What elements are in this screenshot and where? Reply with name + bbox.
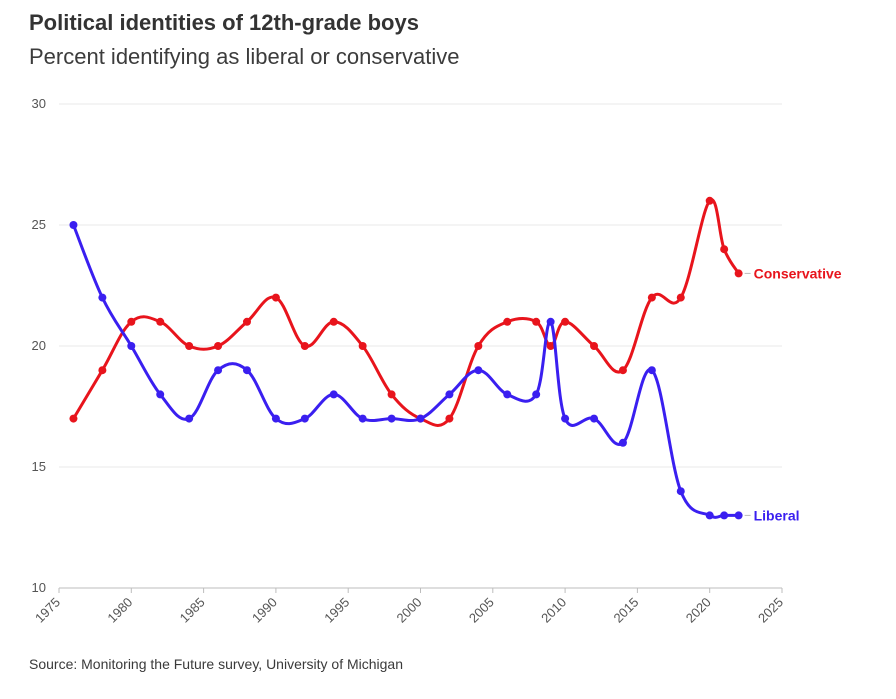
liberal-data-point bbox=[647, 366, 656, 375]
x-tick-label: 1980 bbox=[104, 595, 135, 626]
y-tick-label: 25 bbox=[32, 217, 46, 232]
liberal-data-point bbox=[618, 438, 627, 447]
conservative-data-point bbox=[503, 317, 512, 326]
x-tick-label: 1995 bbox=[321, 595, 352, 626]
liberal-data-point bbox=[503, 390, 512, 399]
conservative-data-point bbox=[358, 342, 367, 350]
liberal-data-point bbox=[676, 487, 685, 496]
chart-subtitle: Percent identifying as liberal or conser… bbox=[29, 44, 460, 69]
liberal-data-point bbox=[98, 293, 107, 302]
x-tick-label: 2025 bbox=[755, 595, 786, 626]
liberal-data-point bbox=[474, 366, 483, 375]
liberal-data-point bbox=[358, 414, 367, 423]
conservative-data-point bbox=[127, 317, 136, 326]
y-tick-label: 10 bbox=[32, 580, 46, 595]
conservative-data-point bbox=[590, 342, 599, 350]
y-tick-label: 15 bbox=[32, 459, 46, 474]
liberal-data-point bbox=[271, 414, 280, 423]
liberal-data-point bbox=[590, 414, 599, 423]
y-tick-label: 20 bbox=[32, 338, 46, 353]
liberal-data-point bbox=[69, 221, 78, 229]
conservative-data-point bbox=[618, 366, 627, 375]
liberal-data-point bbox=[214, 366, 223, 375]
conservative-data-point bbox=[546, 342, 555, 350]
conservative-data-point bbox=[474, 342, 483, 350]
x-tick-label: 1990 bbox=[249, 595, 280, 626]
conservative-data-point bbox=[532, 317, 541, 326]
conservative-data-point bbox=[214, 342, 223, 350]
liberal-data-point bbox=[242, 366, 251, 375]
conservative-data-point bbox=[445, 414, 454, 423]
conservative-data-point bbox=[242, 317, 251, 326]
conservative-data-point bbox=[69, 414, 78, 423]
liberal-data-point bbox=[445, 390, 454, 399]
conservative-data-point bbox=[387, 390, 396, 399]
conservative-data-point bbox=[720, 245, 729, 254]
conservative-series-label: Conservative bbox=[754, 265, 842, 281]
conservative-data-point bbox=[185, 342, 194, 350]
chart-title: Political identities of 12th-grade boys bbox=[29, 10, 419, 35]
liberal-data-point bbox=[546, 317, 555, 326]
conservative-data-point bbox=[705, 196, 714, 205]
conservative-data-point bbox=[647, 293, 656, 302]
liberal-data-point bbox=[300, 414, 309, 423]
liberal-data-point bbox=[329, 390, 338, 399]
x-tick-label: 2000 bbox=[394, 595, 425, 626]
conservative-data-point bbox=[329, 317, 338, 326]
x-tick-label: 2020 bbox=[683, 595, 714, 626]
liberal-data-point bbox=[734, 511, 743, 520]
liberal-series-line bbox=[71, 223, 741, 519]
liberal-data-point bbox=[127, 342, 136, 350]
liberal-data-point bbox=[156, 390, 165, 399]
liberal-data-point bbox=[705, 511, 714, 520]
liberal-data-point bbox=[720, 511, 729, 520]
x-tick-label: 1985 bbox=[177, 595, 208, 626]
source-note: Source: Monitoring the Future survey, Un… bbox=[29, 656, 404, 672]
x-tick-label: 2015 bbox=[610, 595, 641, 626]
liberal-data-point bbox=[532, 390, 541, 399]
x-tick-label: 2010 bbox=[538, 595, 569, 626]
x-tick-label: 1975 bbox=[32, 595, 63, 626]
liberal-data-point bbox=[185, 414, 194, 423]
conservative-data-point bbox=[734, 269, 743, 278]
liberal-data-point bbox=[561, 414, 570, 423]
liberal-data-point bbox=[416, 414, 425, 423]
conservative-data-point bbox=[561, 317, 570, 326]
x-tick-label: 2005 bbox=[466, 595, 497, 626]
conservative-data-point bbox=[156, 317, 165, 326]
y-tick-label: 30 bbox=[32, 96, 46, 111]
liberal-series-label: Liberal bbox=[754, 507, 800, 523]
conservative-data-point bbox=[271, 293, 280, 302]
conservative-data-point bbox=[676, 293, 685, 302]
conservative-data-point bbox=[300, 342, 309, 350]
liberal-data-point bbox=[387, 414, 396, 423]
conservative-data-point bbox=[98, 366, 107, 375]
